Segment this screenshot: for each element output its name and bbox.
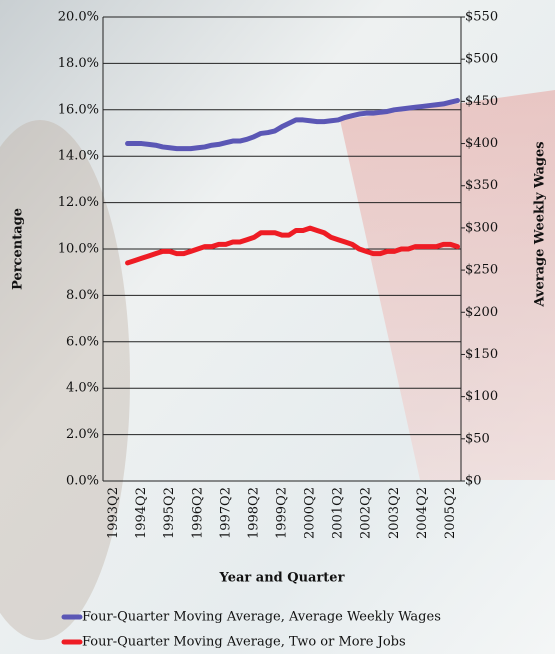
x-tick-label: 1998Q2: [246, 487, 261, 539]
x-tick-label: 1995Q2: [162, 487, 177, 539]
x-tick-label: 2001Q2: [331, 487, 346, 539]
y-tick-label: 12.0%: [58, 195, 99, 210]
x-tick-label: 2002Q2: [359, 487, 374, 539]
y2-tick-label: $450: [465, 94, 498, 109]
y-tick-label: 2.0%: [66, 427, 99, 442]
x-tick-label: 2005Q2: [443, 487, 458, 539]
y-axis-title: Percentage: [11, 208, 26, 290]
y2-tick-label: $400: [465, 136, 498, 151]
y2-axis-title: Average Weekly Wages: [533, 141, 548, 307]
y2-tick-label: $300: [465, 220, 498, 235]
y-tick-label: 0.0%: [66, 474, 99, 489]
x-tick-label: 1997Q2: [218, 487, 233, 539]
y2-tick-label: $250: [465, 263, 498, 278]
y2-tick-label: $100: [465, 389, 498, 404]
x-tick-label: 2004Q2: [415, 487, 430, 539]
x-tick-label: 1996Q2: [190, 487, 205, 539]
x-tick-label: 1994Q2: [134, 487, 149, 539]
y-tick-label: 10.0%: [58, 242, 99, 257]
y-tick-label: 20.0%: [58, 10, 99, 25]
y-tick-label: 8.0%: [66, 288, 99, 303]
y2-tick-label: $200: [465, 305, 498, 320]
y2-tick-label: $350: [465, 178, 498, 193]
legend-label: Four-Quarter Moving Average, Average Wee…: [82, 610, 441, 625]
x-tick-label: 2000Q2: [303, 487, 318, 539]
y2-tick-label: $550: [465, 10, 498, 25]
y-tick-label: 18.0%: [58, 56, 99, 71]
y2-tick-label: $500: [465, 52, 498, 67]
y2-tick-label: $0: [465, 474, 482, 489]
x-axis-title: Year and Quarter: [219, 571, 345, 586]
y-tick-label: 4.0%: [66, 381, 99, 396]
x-tick-label: 1993Q2: [106, 487, 121, 539]
y-tick-label: 14.0%: [58, 149, 99, 164]
chart: Percentage Average Weekly Wages Year and…: [0, 0, 555, 654]
x-tick-label: 1999Q2: [275, 487, 290, 539]
y2-tick-label: $50: [465, 431, 490, 446]
legend-label: Four-Quarter Moving Average, Two or More…: [82, 635, 406, 650]
y2-tick-label: $150: [465, 347, 498, 362]
y-tick-label: 6.0%: [66, 334, 99, 349]
y-tick-label: 16.0%: [58, 102, 99, 117]
x-tick-label: 2003Q2: [387, 487, 402, 539]
